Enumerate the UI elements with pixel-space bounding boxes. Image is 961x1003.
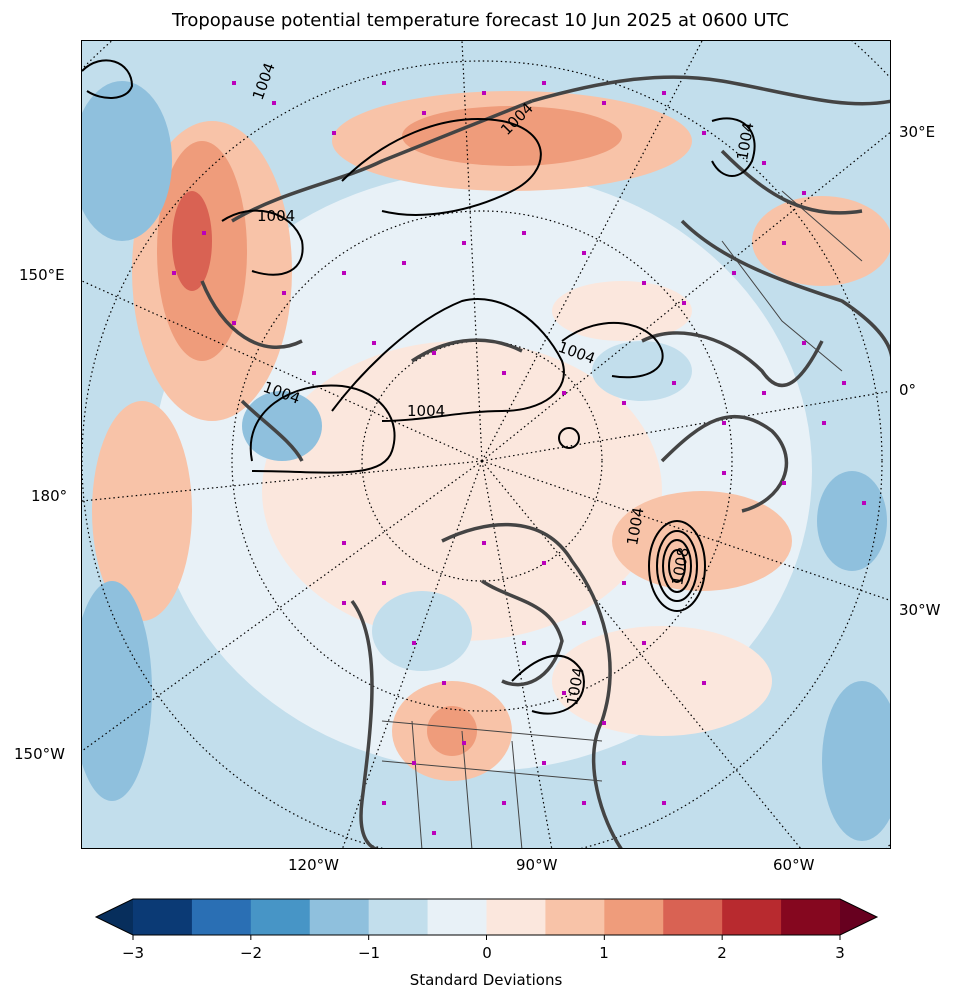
isobar-label: 1004 [257, 207, 295, 225]
lon-label-120w: 120°W [288, 856, 339, 874]
colorbar-tick-label: −2 [239, 944, 263, 962]
colorbar-segments [133, 899, 841, 935]
colorbar-extend-high [840, 899, 877, 935]
station-markers [172, 81, 866, 835]
lon-label-90w: 90°W [516, 856, 558, 874]
coastlines [200, 75, 890, 848]
colorbar-segment [545, 899, 605, 935]
colorbar [94, 898, 879, 940]
colorbar-segment [309, 899, 370, 935]
map-title: Tropopause potential temperature forecas… [171, 10, 790, 31]
colorbar-tick-label: −3 [121, 944, 145, 962]
lon-label-30e: 30°E [899, 123, 936, 141]
lon-label-60w: 60°W [773, 856, 815, 874]
colorbar-label: Standard Deviations [409, 971, 563, 989]
colorbar-tick-label: 1 [599, 944, 609, 962]
isobar-label: 1004 [407, 402, 445, 420]
lon-label-150e: 150°E [19, 266, 65, 284]
colorbar-segment [250, 899, 311, 935]
colorbar-tick-label: 0 [482, 944, 492, 962]
colorbar-tick-label: 3 [835, 944, 845, 962]
lon-label-0: 0° [899, 381, 917, 399]
graticule [82, 41, 890, 848]
lon-label-150w: 150°W [14, 745, 65, 763]
colorbar-segment [663, 899, 723, 935]
colorbar-ticks [132, 935, 841, 940]
colorbar-tick-label: −1 [357, 944, 381, 962]
colorbar-segment [604, 899, 664, 935]
lon-label-180: 180° [31, 487, 68, 505]
map-panel: 1004 1004 1004 1004 1004 1004 1004 1004 … [81, 40, 891, 849]
map-canvas: 1004 1004 1004 1004 1004 1004 1004 1004 … [82, 41, 890, 848]
colorbar-tick-label: 2 [717, 944, 727, 962]
colorbar-segment [368, 899, 429, 935]
colorbar-extend-low [96, 899, 133, 935]
colorbar-segment [191, 899, 252, 935]
borders [381, 190, 863, 848]
colorbar-segment [486, 899, 546, 935]
colorbar-segment [133, 899, 193, 935]
lon-label-30w: 30°W [899, 601, 941, 619]
colorbar-segment [427, 899, 487, 935]
colorbar-segment [722, 899, 782, 935]
isobars [82, 59, 756, 715]
colorbar-segment [781, 899, 841, 935]
